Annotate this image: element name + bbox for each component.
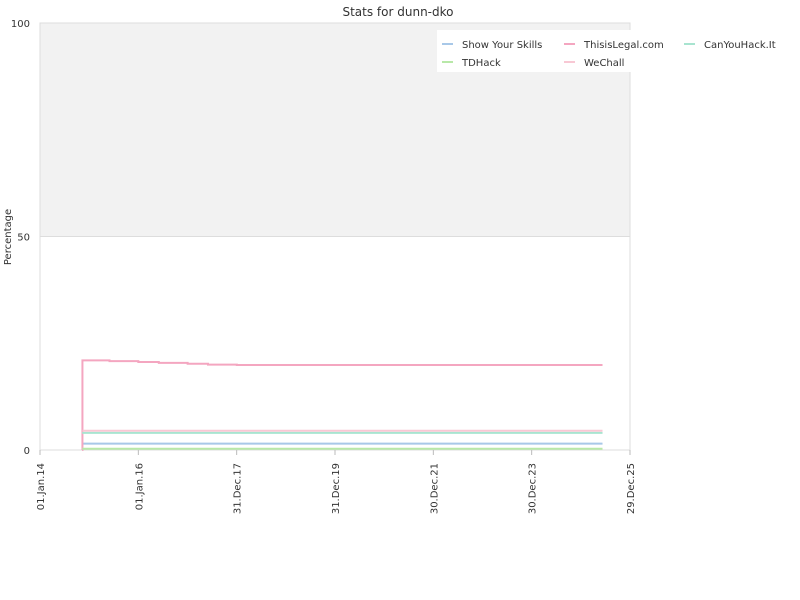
legend: Show Your Skills ThisisLegal.com CanYouHac… bbox=[437, 30, 776, 72]
legend-background bbox=[437, 30, 631, 72]
x-tick-label: 01.Jan.14 bbox=[36, 463, 47, 510]
legend-label: CanYouHack.It bbox=[704, 40, 776, 51]
legend-label: TDHack bbox=[461, 58, 501, 69]
plot-area: 0 50 100 01.Jan.14 01.Jan.16 31.Dec.17 31.Dec.… bbox=[11, 19, 637, 514]
chart-title: Stats for dunn-dko bbox=[342, 5, 453, 19]
legend-label: WeChall bbox=[584, 58, 624, 69]
x-tick-label: 01.Jan.16 bbox=[134, 463, 145, 510]
x-tick-label: 31.Dec.19 bbox=[331, 463, 342, 514]
legend-label: ThisisLegal.com bbox=[583, 40, 664, 51]
x-tick-label: 29.Dec.25 bbox=[626, 463, 637, 514]
y-tick-label: 50 bbox=[17, 233, 30, 244]
x-tick-label: 31.Dec.17 bbox=[233, 463, 244, 514]
y-tick-label: 0 bbox=[24, 446, 30, 457]
legend-label: Show Your Skills bbox=[462, 40, 542, 51]
x-tick-label: 30.Dec.21 bbox=[429, 463, 440, 514]
y-tick-label: 100 bbox=[11, 19, 30, 30]
series-line bbox=[81, 359, 603, 451]
x-tick-label: 30.Dec.23 bbox=[528, 463, 539, 514]
y-axis-label: Percentage bbox=[3, 209, 14, 265]
